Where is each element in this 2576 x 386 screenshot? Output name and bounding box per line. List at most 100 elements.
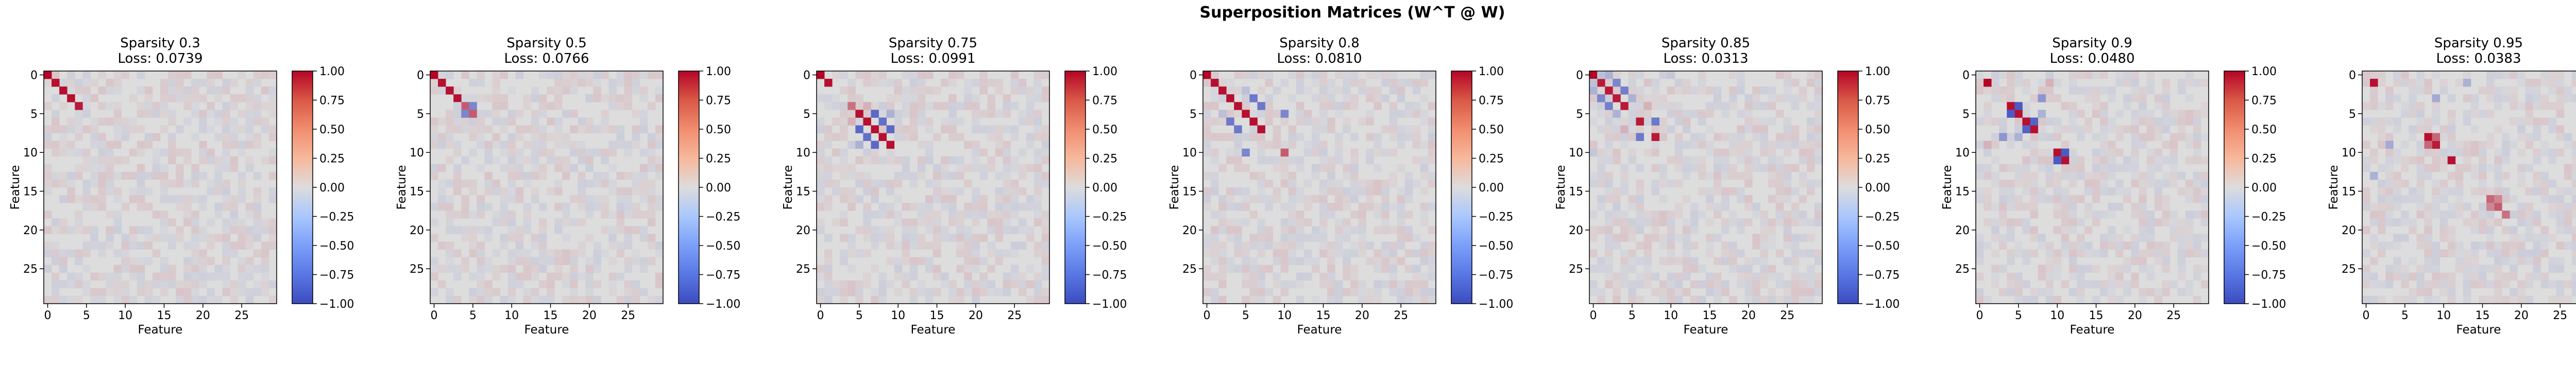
heatmap-cell — [902, 71, 910, 79]
heatmap-cell — [2193, 148, 2201, 157]
heatmap-cell — [2069, 203, 2077, 211]
heatmap-cell — [1589, 102, 1598, 110]
heatmap-cell — [1690, 156, 1699, 165]
heatmap-cell — [1597, 110, 1605, 118]
heatmap-cell — [168, 265, 176, 273]
heatmap-cell — [964, 257, 972, 266]
heatmap-cell — [964, 280, 972, 289]
heatmap-cell — [2177, 187, 2186, 196]
heatmap-cell — [67, 71, 75, 79]
heatmap-cell — [1242, 249, 1250, 257]
heatmap-cell — [647, 234, 656, 242]
heatmap-cell — [2131, 133, 2139, 141]
heatmap-cell — [2525, 86, 2533, 95]
heatmap-cell — [601, 210, 609, 219]
heatmap-cell — [2401, 265, 2409, 273]
heatmap-cell — [979, 171, 988, 180]
heatmap-cell — [90, 234, 98, 242]
heatmap-cell — [59, 265, 67, 273]
y-tick-label: 0 — [1962, 69, 1970, 82]
heatmap-cell — [1752, 133, 1760, 141]
heatmap-cell — [608, 141, 617, 149]
heatmap-cell — [446, 249, 454, 257]
heatmap-cell — [2393, 218, 2401, 226]
heatmap-cell — [909, 295, 918, 304]
heatmap-cell — [1257, 195, 1265, 203]
heatmap-cell — [2502, 171, 2510, 180]
heatmap-cell — [2146, 179, 2155, 188]
heatmap-cell — [1335, 141, 1343, 149]
heatmap-cell — [1026, 86, 1035, 95]
heatmap-cell — [1428, 141, 1436, 149]
heatmap-cell — [1991, 86, 1999, 95]
heatmap-cell — [2193, 125, 2201, 133]
heatmap-cell — [531, 195, 539, 203]
heatmap-cell — [160, 86, 168, 95]
heatmap-cell — [1350, 265, 1359, 273]
heatmap-cell — [59, 171, 67, 180]
heatmap-cell — [1280, 148, 1289, 157]
heatmap-cell — [152, 210, 161, 219]
heatmap-cell — [1265, 203, 1273, 211]
heatmap-cell — [1033, 86, 1042, 95]
heatmap-cell — [1636, 187, 1644, 196]
x-tick-label: 5 — [1629, 309, 1636, 322]
colorbar-tick-label: −0.25 — [1865, 211, 1900, 224]
heatmap-cell — [2455, 79, 2464, 87]
heatmap-cell — [2170, 117, 2178, 126]
heatmap-cell — [477, 164, 485, 172]
heatmap-cell — [972, 234, 980, 242]
heatmap-cell — [817, 288, 825, 296]
heatmap-cell — [941, 79, 949, 87]
heatmap-cell — [113, 218, 122, 226]
heatmap-cell — [2385, 156, 2394, 165]
heatmap-cell — [2533, 210, 2541, 219]
heatmap-cell — [948, 125, 957, 133]
heatmap-cell — [933, 272, 941, 281]
heatmap-cell — [1729, 265, 1737, 273]
heatmap-cell — [2548, 234, 2557, 242]
heatmap-cell — [1404, 171, 1413, 180]
heatmap-cell — [1636, 257, 1644, 266]
heatmap-cell — [1744, 110, 1753, 118]
heatmap-cell — [1721, 195, 1730, 203]
heatmap-cell — [1628, 125, 1636, 133]
heatmap-cell — [2162, 141, 2171, 149]
heatmap-cell — [1768, 234, 1776, 242]
heatmap-cell — [113, 79, 122, 87]
heatmap-cell — [106, 117, 114, 126]
heatmap-cell — [1404, 125, 1413, 133]
heatmap-cell — [925, 86, 934, 95]
heatmap-cell — [2424, 79, 2432, 87]
heatmap-cell — [492, 133, 500, 141]
heatmap-cell — [2053, 94, 2062, 102]
heatmap-cell — [245, 226, 254, 234]
heatmap-cell — [214, 94, 223, 102]
heatmap-cell — [2571, 141, 2576, 149]
heatmap-cell — [2540, 117, 2549, 126]
heatmap-cell — [176, 171, 184, 180]
heatmap-cell — [593, 94, 601, 102]
heatmap-cell — [75, 102, 83, 110]
colorbar-tick-label: −0.50 — [2251, 240, 2286, 253]
heatmap-cell — [2076, 110, 2085, 118]
heatmap-cell — [1397, 133, 1405, 141]
heatmap-cell — [2393, 234, 2401, 242]
heatmap-cell — [639, 148, 648, 157]
heatmap-cell — [230, 164, 239, 172]
heatmap-cell — [2007, 86, 2015, 95]
heatmap-cell — [1296, 156, 1304, 165]
heatmap-cell — [1999, 234, 2007, 242]
heatmap-cell — [2548, 117, 2557, 126]
heatmap-cell — [2146, 164, 2155, 172]
heatmap-cell — [238, 141, 246, 149]
heatmap-cell — [2193, 117, 2201, 126]
heatmap-cell — [1729, 218, 1737, 226]
heatmap-cell — [2409, 125, 2417, 133]
heatmap-cell — [2517, 171, 2526, 180]
heatmap-cell — [933, 249, 941, 257]
heatmap-cell — [2502, 133, 2510, 141]
heatmap-cell — [2486, 71, 2495, 79]
heatmap-cell — [137, 272, 145, 281]
heatmap-cell — [933, 171, 941, 180]
